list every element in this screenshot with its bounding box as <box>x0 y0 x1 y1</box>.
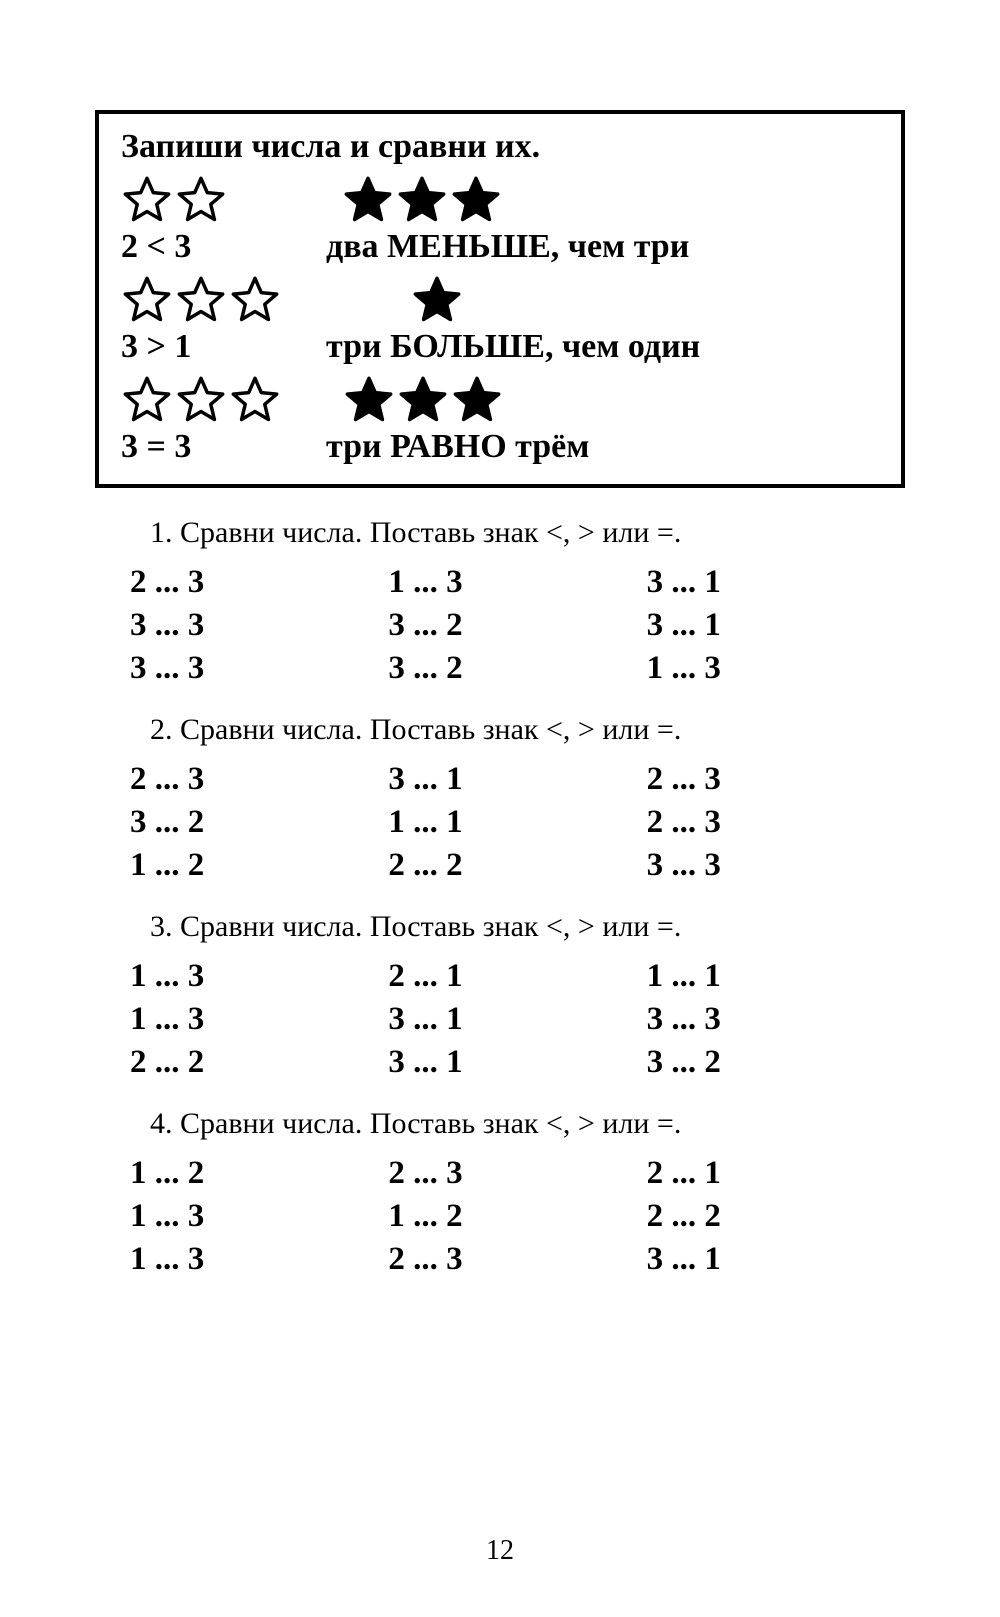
exercise-cell: 1 ... 3 <box>647 650 905 687</box>
exercise-title: 2. Сравни числа. Поставь знак <, > или =… <box>95 713 905 747</box>
star-group-right <box>342 174 502 226</box>
exercise-title: 3. Сравни числа. Поставь знак <, > или =… <box>95 910 905 944</box>
exercise-cell: 1 ... 3 <box>388 564 646 601</box>
star-icon <box>121 174 173 226</box>
compare-line: 3 = 3три РАВНО трём <box>121 428 879 466</box>
star-icon <box>397 374 449 426</box>
exercise-cell: 1 ... 1 <box>388 804 646 841</box>
star-group-right <box>343 374 503 426</box>
star-group-left <box>121 174 227 226</box>
star-row <box>121 274 879 326</box>
exercise-grid: 1 ... 32 ... 11 ... 11 ... 33 ... 13 ...… <box>95 958 905 1081</box>
exercise-cell: 1 ... 1 <box>647 958 905 995</box>
exercise-cell: 1 ... 2 <box>130 847 388 884</box>
star-icon <box>229 374 281 426</box>
exercise-cell: 3 ... 3 <box>647 847 905 884</box>
exercise-cell: 3 ... 3 <box>130 607 388 644</box>
exercise-cell: 1 ... 3 <box>130 1198 388 1235</box>
exercise-cell: 2 ... 3 <box>647 804 905 841</box>
exercise-cell: 3 ... 1 <box>388 1044 646 1081</box>
exercise-cell: 3 ... 2 <box>647 1044 905 1081</box>
star-icon <box>121 274 173 326</box>
star-icon <box>175 274 227 326</box>
exercise-cell: 2 ... 1 <box>388 958 646 995</box>
exercise-block: 2. Сравни числа. Поставь знак <, > или =… <box>95 713 905 884</box>
exercise-cell: 3 ... 2 <box>388 650 646 687</box>
exercise-block: 4. Сравни числа. Поставь знак <, > или =… <box>95 1107 905 1278</box>
exercise-cell: 1 ... 2 <box>388 1198 646 1235</box>
compare-expression: 3 = 3 <box>121 428 326 466</box>
exercise-cell: 3 ... 2 <box>130 804 388 841</box>
exercise-block: 3. Сравни числа. Поставь знак <, > или =… <box>95 910 905 1081</box>
star-icon <box>175 174 227 226</box>
exercise-cell: 1 ... 2 <box>130 1155 388 1192</box>
compare-line: 3 > 1три БОЛЬШЕ, чем один <box>121 328 879 366</box>
exercise-cell: 3 ... 3 <box>130 650 388 687</box>
compare-description: три РАВНО трём <box>326 428 589 466</box>
exercise-cell: 1 ... 3 <box>130 1001 388 1038</box>
exercise-cell: 2 ... 1 <box>647 1155 905 1192</box>
page-number: 12 <box>0 1535 1000 1567</box>
exercise-cell: 3 ... 3 <box>647 1001 905 1038</box>
exercise-grid: 2 ... 31 ... 33 ... 13 ... 33 ... 23 ...… <box>95 564 905 687</box>
exercise-cell: 1 ... 3 <box>130 958 388 995</box>
star-row <box>121 374 879 426</box>
exercise-title: 1. Сравни числа. Поставь знак <, > или =… <box>95 516 905 550</box>
example-frame: Запиши числа и сравни их. 2 < 3два МЕНЬШ… <box>95 110 905 488</box>
star-icon <box>343 374 395 426</box>
compare-description: два МЕНЬШЕ, чем три <box>326 228 689 266</box>
exercise-cell: 3 ... 1 <box>388 761 646 798</box>
exercise-cell: 2 ... 2 <box>388 847 646 884</box>
star-group-left <box>121 374 281 426</box>
exercise-grid: 2 ... 33 ... 12 ... 33 ... 21 ... 12 ...… <box>95 761 905 884</box>
exercise-cell: 3 ... 1 <box>647 607 905 644</box>
exercise-cell: 1 ... 3 <box>130 1241 388 1278</box>
exercise-block: 1. Сравни числа. Поставь знак <, > или =… <box>95 516 905 687</box>
star-icon <box>229 274 281 326</box>
star-icon <box>121 374 173 426</box>
exercise-grid: 1 ... 22 ... 32 ... 11 ... 31 ... 22 ...… <box>95 1155 905 1278</box>
frame-title: Запиши числа и сравни их. <box>121 128 879 166</box>
exercise-cell: 2 ... 3 <box>388 1155 646 1192</box>
star-group-right <box>411 274 463 326</box>
star-icon <box>175 374 227 426</box>
exercise-cell: 2 ... 2 <box>130 1044 388 1081</box>
exercise-cell: 3 ... 1 <box>647 1241 905 1278</box>
exercise-cell: 3 ... 1 <box>388 1001 646 1038</box>
exercise-cell: 3 ... 1 <box>647 564 905 601</box>
exercise-cell: 2 ... 3 <box>130 761 388 798</box>
exercise-cell: 2 ... 2 <box>647 1198 905 1235</box>
star-row <box>121 174 879 226</box>
star-icon <box>450 174 502 226</box>
exercise-cell: 2 ... 3 <box>130 564 388 601</box>
exercise-cell: 2 ... 3 <box>388 1241 646 1278</box>
star-icon <box>396 174 448 226</box>
compare-expression: 3 > 1 <box>121 328 326 366</box>
compare-description: три БОЛЬШЕ, чем один <box>326 328 700 366</box>
star-icon <box>451 374 503 426</box>
star-icon <box>411 274 463 326</box>
star-icon <box>342 174 394 226</box>
exercise-cell: 3 ... 2 <box>388 607 646 644</box>
exercise-cell: 2 ... 3 <box>647 761 905 798</box>
star-group-left <box>121 274 281 326</box>
compare-line: 2 < 3два МЕНЬШЕ, чем три <box>121 228 879 266</box>
exercise-title: 4. Сравни числа. Поставь знак <, > или =… <box>95 1107 905 1141</box>
compare-expression: 2 < 3 <box>121 228 326 266</box>
